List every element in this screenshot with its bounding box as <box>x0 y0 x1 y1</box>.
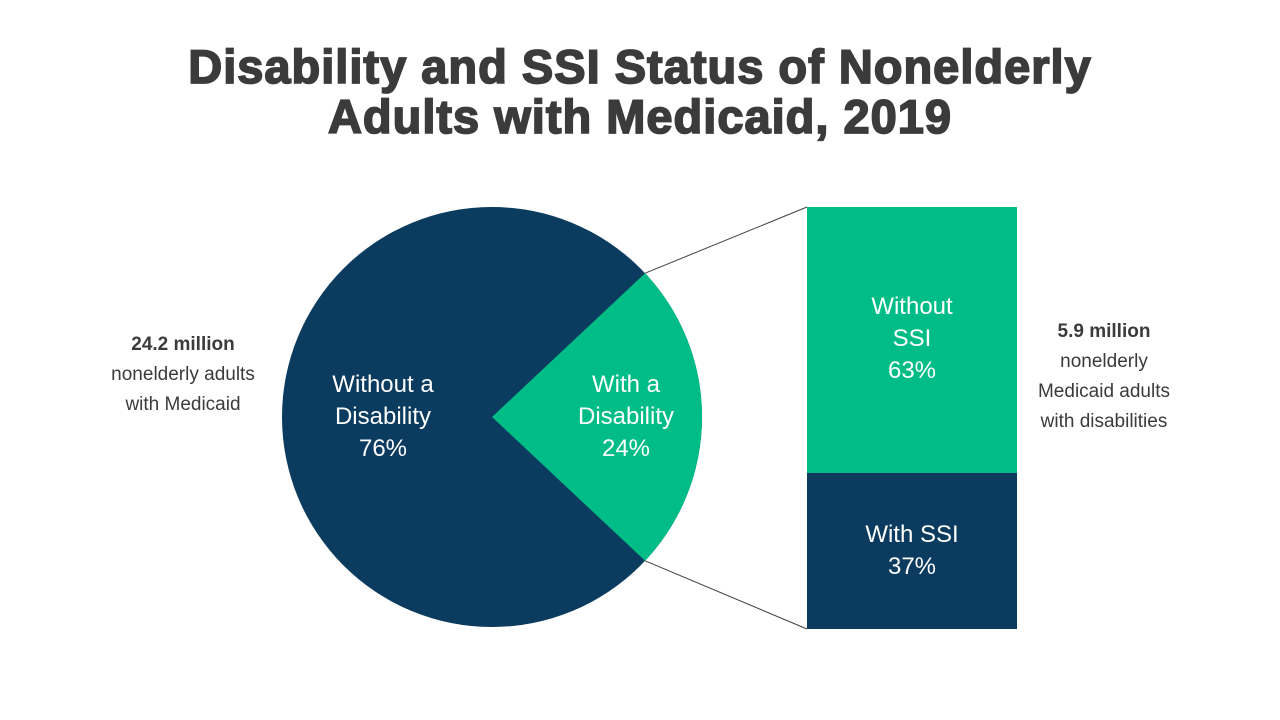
annotation-right-value: 5.9 million <box>1057 321 1151 342</box>
bar-segment-with-ssi <box>807 472 1017 629</box>
connector-line-bottom <box>644 560 808 630</box>
pie-label-with-disability: With a Disability 24% <box>577 371 675 462</box>
bar-segment-without-ssi <box>807 207 1017 473</box>
chart-title: Disability and SSI Status of Nonelderly … <box>187 40 1092 143</box>
bar-label-with-ssi: With SSI 37% <box>865 521 959 580</box>
connector-line-top <box>644 206 808 274</box>
annotation-total-medicaid-adults: 24.2 million nonelderly adults with Medi… <box>111 330 255 420</box>
annotation-left-value: 24.2 million <box>131 334 235 355</box>
annotation-adults-with-disabilities: 5.9 million nonelderly Medicaid adults w… <box>1038 317 1170 437</box>
annotation-left-text: nonelderly adults with Medicaid <box>111 364 255 415</box>
pie-slice-with-disability <box>492 273 703 561</box>
bar-label-without-ssi: Without SSI 63% <box>871 293 953 384</box>
pie-label-without-disability: Without a Disability 76% <box>332 371 434 462</box>
annotation-right-text: nonelderly Medicaid adults with disabili… <box>1037 351 1171 432</box>
